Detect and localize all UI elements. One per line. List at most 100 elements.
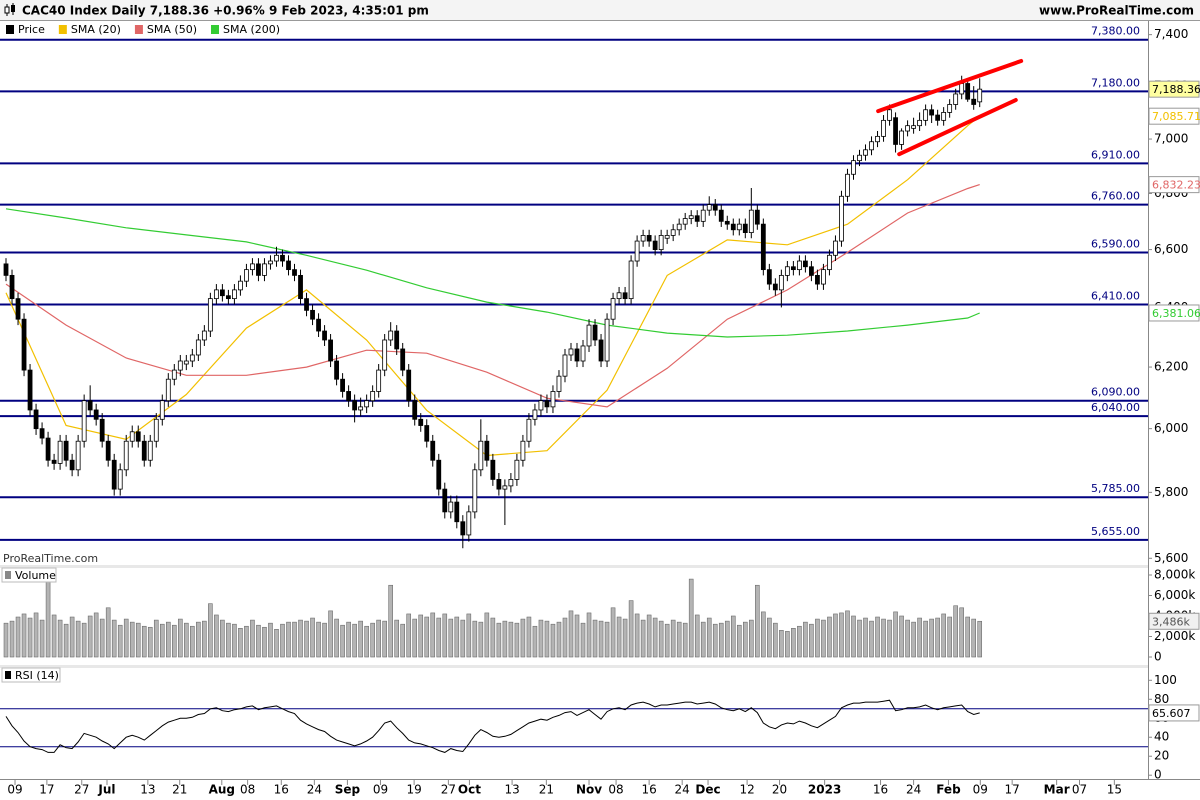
y-tick-label: 6,600 xyxy=(1154,242,1188,256)
candle-body xyxy=(454,501,460,523)
volume-bar xyxy=(827,616,832,658)
legend-label: SMA (200) xyxy=(223,23,280,36)
volume-bar xyxy=(520,618,526,658)
x-tick-label: 20 xyxy=(772,783,787,797)
x-tick-label: 21 xyxy=(172,783,187,797)
candle-body xyxy=(670,229,676,236)
candle-body xyxy=(532,409,538,420)
volume-bar xyxy=(767,617,772,658)
volume-bar xyxy=(244,625,249,658)
x-tick-label: 08 xyxy=(240,783,255,797)
volume-bar xyxy=(730,615,736,658)
x-tick-label: Oct xyxy=(458,783,481,797)
candle-body xyxy=(129,431,135,442)
candle-body xyxy=(286,260,291,271)
volume-bar xyxy=(905,619,910,658)
candle-body xyxy=(466,511,472,536)
candle-body xyxy=(201,330,207,341)
candle-body xyxy=(340,378,345,392)
candle-body xyxy=(899,130,904,145)
candle-body xyxy=(171,369,177,380)
volume-bar xyxy=(442,613,448,658)
candle-body xyxy=(328,339,333,362)
candle-body xyxy=(875,135,880,143)
y-tick-label: 6,200 xyxy=(1154,360,1188,374)
volume-bar xyxy=(646,614,652,658)
candle-body xyxy=(556,375,562,392)
volume-bar xyxy=(845,610,850,658)
volume-bar xyxy=(165,621,171,658)
candle-body xyxy=(887,109,892,121)
candle-body xyxy=(923,109,929,121)
candle-body xyxy=(766,269,772,285)
candle-body xyxy=(51,459,57,464)
candle-body xyxy=(376,369,382,392)
candle-body xyxy=(57,440,63,464)
candle-body xyxy=(778,274,784,291)
level-label: 6,910.00 xyxy=(1091,148,1140,161)
volume-bar xyxy=(785,631,790,658)
x-tick-label: 24 xyxy=(675,783,690,797)
candle-body xyxy=(292,269,297,276)
candle-body xyxy=(712,204,718,211)
volume-bar xyxy=(640,619,646,658)
volume-bar xyxy=(815,618,820,658)
panel-separator xyxy=(0,565,1148,568)
candle-body xyxy=(965,83,971,100)
legend: Price SMA (20) SMA (50) SMA (200) xyxy=(6,23,280,36)
candle-body xyxy=(796,260,802,271)
x-tick-label: 27 xyxy=(441,783,456,797)
volume-bar xyxy=(670,619,676,658)
candle-body xyxy=(568,348,574,356)
volume-bar xyxy=(857,619,862,658)
volume-bar xyxy=(893,611,898,658)
volume-bar xyxy=(664,623,670,658)
volume-bar xyxy=(3,622,9,658)
volume-bar xyxy=(791,628,796,658)
level-label: 5,655.00 xyxy=(1091,525,1140,538)
legend-swatch xyxy=(6,25,14,34)
volume-bar xyxy=(923,620,928,658)
x-tick-label: 09 xyxy=(973,783,988,797)
volume-bar xyxy=(430,612,436,658)
x-tick-label: 17 xyxy=(1005,783,1020,797)
volume-bar xyxy=(598,620,604,658)
last-value-label: 65.607 xyxy=(1152,707,1191,720)
candle-body xyxy=(772,283,778,291)
legend-label: SMA (20) xyxy=(71,23,121,36)
legend-swatch xyxy=(134,25,143,34)
volume-bar xyxy=(736,624,742,658)
candle-body xyxy=(213,289,219,300)
sma-line xyxy=(5,184,980,408)
candle-body xyxy=(394,330,400,350)
candle-body xyxy=(520,440,526,461)
candle-body xyxy=(63,440,69,461)
volume-bar xyxy=(652,617,658,658)
candle-body xyxy=(388,330,394,341)
y-tick-label: 0 xyxy=(1154,768,1162,782)
volume-bar xyxy=(514,622,520,658)
y-tick-label: 0 xyxy=(1154,650,1162,664)
volume-bar xyxy=(755,584,760,658)
candle-body xyxy=(977,88,983,103)
header-site[interactable]: www.ProRealTime.com xyxy=(1039,4,1194,18)
volume-bar xyxy=(298,619,303,658)
panel-icon xyxy=(5,571,11,579)
volume-bar xyxy=(742,621,748,658)
candle-body xyxy=(316,318,321,332)
candle-body xyxy=(219,289,225,297)
candle-body xyxy=(604,318,610,362)
candle-body xyxy=(238,280,243,291)
candle-body xyxy=(490,459,496,480)
volume-bar xyxy=(688,578,694,658)
volume-bar xyxy=(550,623,556,658)
volume-bar xyxy=(616,616,622,658)
volume-bar xyxy=(274,629,279,658)
y-tick-label: 5,800 xyxy=(1154,485,1188,499)
y-tick-label: 7,400 xyxy=(1154,27,1188,41)
volume-bar xyxy=(51,614,57,658)
candle-body xyxy=(700,209,706,222)
volume-bar xyxy=(718,622,724,658)
candle-body xyxy=(382,339,388,371)
